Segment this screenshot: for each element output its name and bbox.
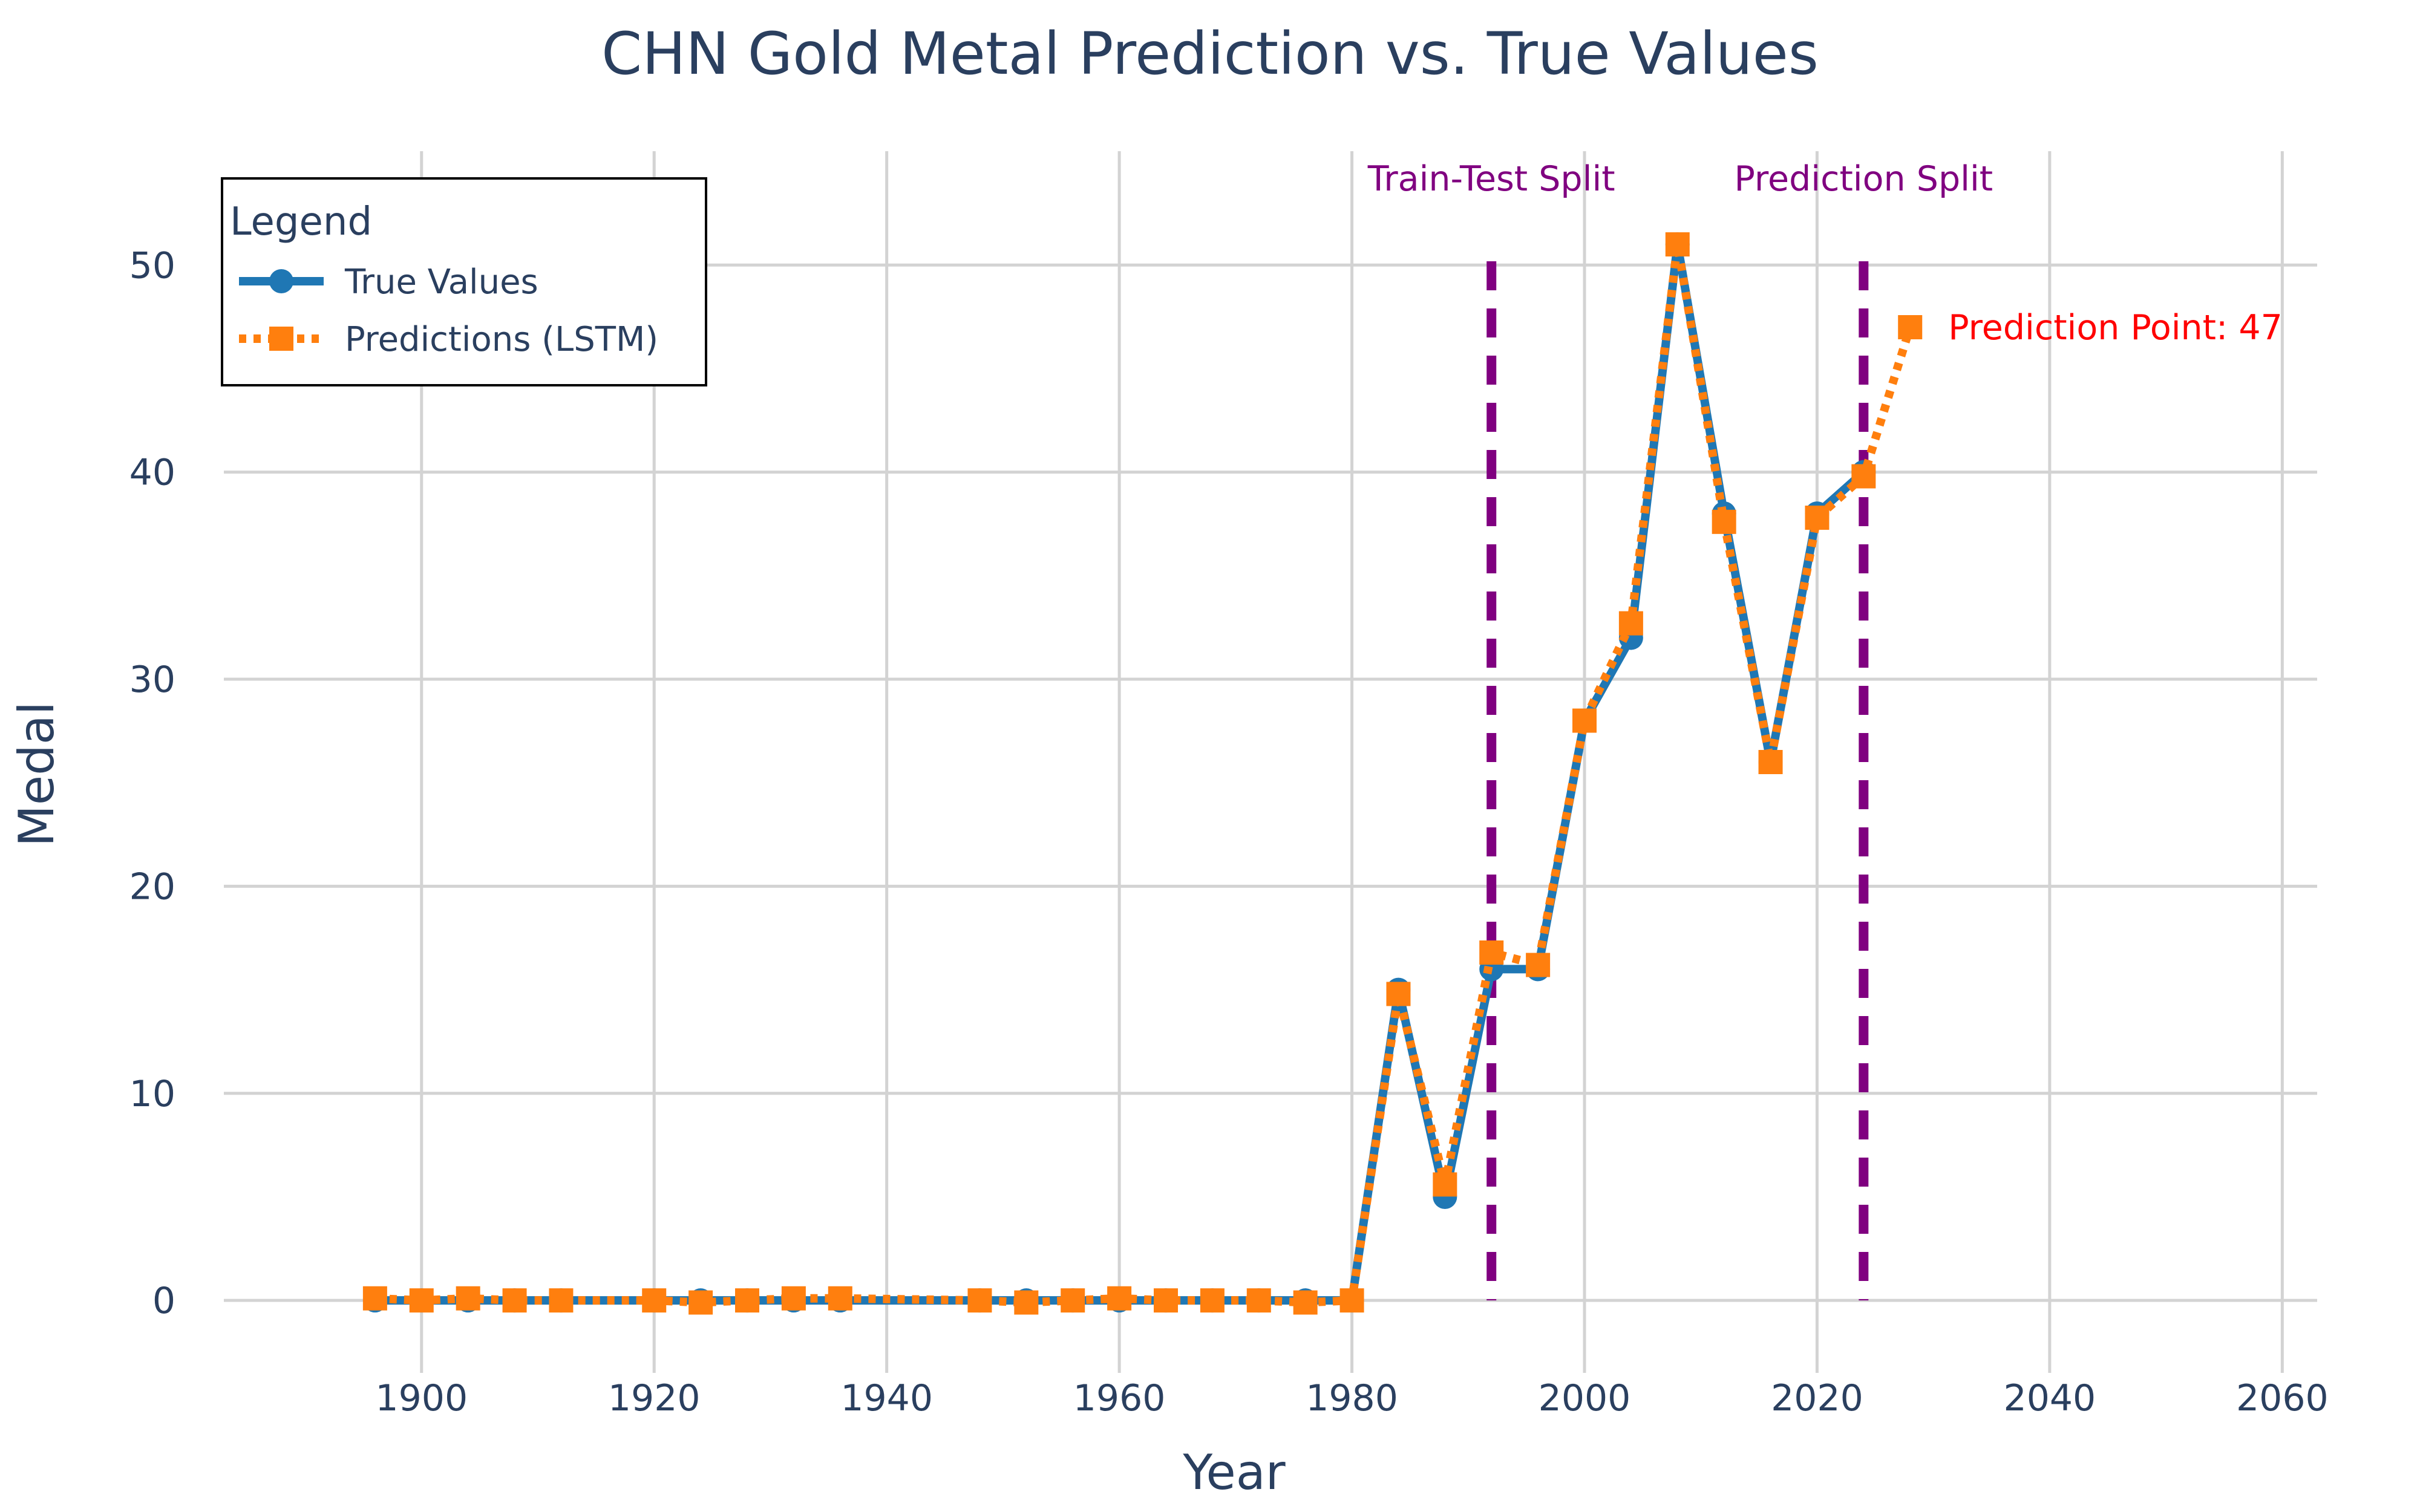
- x-tick-label-2060: 2060: [2236, 1377, 2329, 1419]
- y-ticks: 0 10 20 30 40 50: [129, 244, 175, 1322]
- predictions-lstm-point-1908: [502, 1288, 527, 1313]
- y-tick-label-40: 40: [129, 452, 175, 494]
- predictions-lstm-point-1960: [1107, 1286, 1132, 1311]
- legend-entry-predictions-lstm: Predictions (LSTM): [345, 320, 658, 359]
- x-tick-label-1960: 1960: [1073, 1377, 1166, 1419]
- legend: Legend True Values Predictions (LSTM): [221, 177, 707, 386]
- predictions-lstm-point-1896: [362, 1286, 387, 1311]
- legend-title: Legend: [230, 200, 372, 244]
- predictions-lstm-point-1924: [688, 1290, 713, 1315]
- predictions-lstm-point-1976: [1293, 1290, 1318, 1315]
- y-tick-label-10: 10: [129, 1073, 175, 1115]
- predictions-lstm-point-1912: [549, 1288, 574, 1313]
- annotations: Prediction Point: 47: [1948, 308, 2283, 348]
- predictions-lstm-point-1992: [1479, 940, 1504, 965]
- x-tick-label-2020: 2020: [1771, 1377, 1863, 1419]
- predictions-lstm-point-2024: [1851, 464, 1876, 489]
- y-tick-label-20: 20: [129, 865, 175, 908]
- predictions-lstm-point-1920: [642, 1288, 667, 1313]
- legend-marker-predictions-lstm: [269, 327, 293, 351]
- predictions-lstm-point-2008: [1665, 232, 1690, 257]
- legend-marker-true-values: [269, 269, 293, 293]
- x-ticks: 1900 1920 1940 1960 1980 2000 2020 2040 2060: [375, 1377, 2328, 1419]
- predictions-lstm-point-1980: [1339, 1288, 1364, 1313]
- chart-title: CHN Gold Metal Prediction vs. True Value…: [601, 20, 1819, 88]
- predictions-lstm-point-2000: [1572, 708, 1597, 733]
- predictions-lstm-series: [362, 232, 1923, 1315]
- train-test-split-label: Train-Test Split: [1367, 159, 1615, 199]
- predictions-lstm-point-2012: [1712, 509, 1736, 534]
- predictions-lstm-point-2028: [1898, 315, 1923, 340]
- predictions-lstm-point-1904: [456, 1286, 480, 1311]
- prediction-split-label: Prediction Split: [1734, 159, 1993, 199]
- predictions-lstm-point-2020: [1805, 506, 1830, 530]
- predictions-lstm-point-1988: [1433, 1172, 1457, 1197]
- grid: [224, 151, 2317, 1373]
- predictions-lstm-point-1972: [1246, 1288, 1271, 1313]
- predictions-lstm-point-1996: [1526, 953, 1551, 977]
- predictions-lstm-point-1936: [828, 1286, 852, 1311]
- predictions-lstm-point-1968: [1200, 1288, 1225, 1313]
- x-tick-label-1980: 1980: [1306, 1377, 1398, 1419]
- predictions-lstm-point-1956: [1061, 1288, 1085, 1313]
- predictions-lstm-point-1932: [781, 1286, 806, 1311]
- y-axis-title: Medal: [8, 702, 65, 847]
- x-tick-label-1900: 1900: [375, 1377, 468, 1419]
- x-tick-label-2000: 2000: [1539, 1377, 1631, 1419]
- x-axis-title: Year: [1182, 1444, 1285, 1501]
- predictions-lstm-point-1928: [735, 1288, 759, 1313]
- x-tick-label-2040: 2040: [2004, 1377, 2096, 1419]
- prediction-point-label: Prediction Point: 47: [1948, 308, 2283, 348]
- y-tick-label-50: 50: [129, 244, 175, 287]
- predictions-lstm-point-1948: [967, 1288, 992, 1313]
- predictions-lstm-point-2004: [1618, 611, 1643, 636]
- predictions-lstm-point-1964: [1154, 1288, 1178, 1313]
- y-tick-label-30: 30: [129, 659, 175, 701]
- split-lines: Train-Test Split Prediction Split: [1367, 159, 1993, 1301]
- predictions-lstm-point-1900: [409, 1288, 434, 1313]
- predictions-lstm-point-1984: [1386, 982, 1411, 1006]
- x-tick-label-1920: 1920: [608, 1377, 701, 1419]
- series: [362, 232, 1923, 1315]
- predictions-lstm-line: [374, 240, 1914, 1307]
- y-tick-label-0: 0: [152, 1280, 175, 1322]
- legend-entry-true-values: True Values: [344, 262, 538, 302]
- x-tick-label-1940: 1940: [840, 1377, 933, 1419]
- predictions-lstm-point-1952: [1014, 1290, 1039, 1315]
- predictions-lstm-point-2016: [1758, 750, 1783, 774]
